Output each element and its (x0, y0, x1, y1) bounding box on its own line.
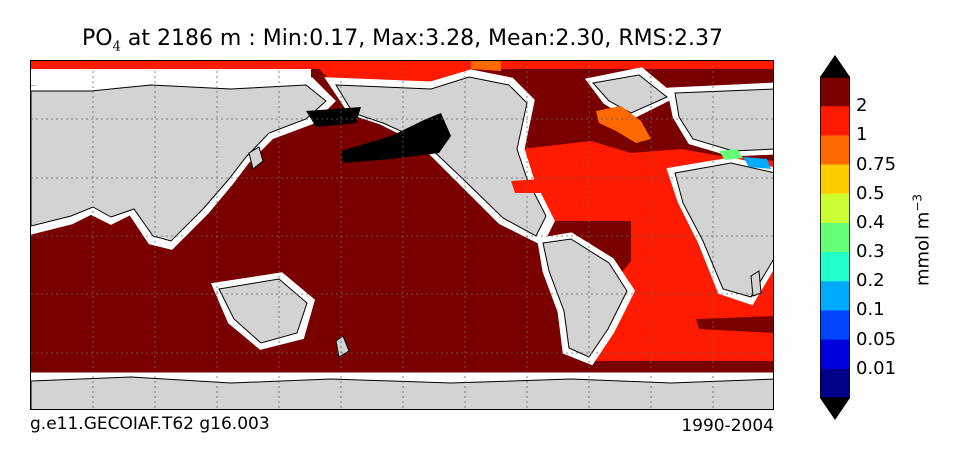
land-north-america (335, 76, 547, 237)
map-panel (30, 60, 774, 410)
colorbar-tick-label: 0.3 (856, 241, 885, 263)
colorbar-tick-label: 0.1 (856, 299, 885, 321)
colorbar (820, 55, 850, 420)
world-map (31, 61, 773, 409)
land-antarctica (31, 376, 773, 409)
graticule (31, 61, 773, 409)
land-africa (674, 162, 773, 298)
arctic-orange-region (471, 61, 501, 71)
colorbar-tick-label: 0.75 (856, 153, 897, 175)
mediterranean-region (719, 149, 743, 160)
title-variable: PO (81, 26, 113, 51)
title-subscript: 4 (112, 39, 121, 55)
colorbar-outline (820, 76, 850, 399)
colorbar-segment (820, 281, 850, 311)
colorbar-segment (820, 164, 850, 195)
colorbar-tick-label: 0.2 (856, 270, 885, 292)
colorbar-units: mmol m−3 (911, 194, 934, 286)
land-greenland (592, 74, 668, 114)
colorbar-tick-label: 1 (856, 124, 868, 146)
north-pacific-high-region (341, 113, 451, 163)
colorbar-segment (820, 77, 850, 107)
units-base: mmol m (912, 211, 934, 287)
land-japan (248, 146, 264, 170)
land-madagascar (750, 270, 762, 297)
labrador-sea-region (596, 106, 651, 143)
colorbar-segment (820, 252, 850, 282)
colorbar-tick-label: 0.4 (856, 211, 885, 233)
map-title: PO4 at 2186 m : Min:0.17, Max:3.28, Mean… (30, 26, 775, 54)
colorbar-segment (820, 106, 850, 136)
south-atlantic-band (696, 316, 773, 333)
land-australia (218, 278, 308, 344)
colorbar-segment (820, 310, 850, 341)
year-range: 1990-2004 (681, 416, 774, 436)
bering-high-region (306, 107, 361, 127)
colorbar-segments (820, 77, 850, 399)
colorbar-segment (820, 135, 850, 166)
title-stats: at 2186 m : Min:0.17, Max:3.28, Mean:2.3… (120, 26, 724, 51)
colorbar-segment (820, 222, 850, 253)
colorbar-tick-label: 0.05 (856, 328, 897, 350)
colorbar-over-arrow (820, 55, 850, 77)
land-masses (31, 74, 773, 409)
colorbar-tick-label: 2 (856, 95, 868, 117)
colorbar-segment (820, 339, 850, 370)
land-south-america (542, 238, 628, 358)
units-exponent: −3 (910, 193, 925, 212)
colorbar-tick-label: 0.5 (856, 182, 885, 204)
colorbar-segment (820, 368, 850, 399)
mediterranean-east-region (743, 157, 771, 169)
case-name: g.e11.GECOIAF.T62 g16.003 (30, 414, 270, 434)
colorbar-tick-label: 0.01 (856, 357, 897, 379)
colorbar-under-arrow (820, 398, 850, 420)
colorbar-segment (820, 193, 850, 224)
